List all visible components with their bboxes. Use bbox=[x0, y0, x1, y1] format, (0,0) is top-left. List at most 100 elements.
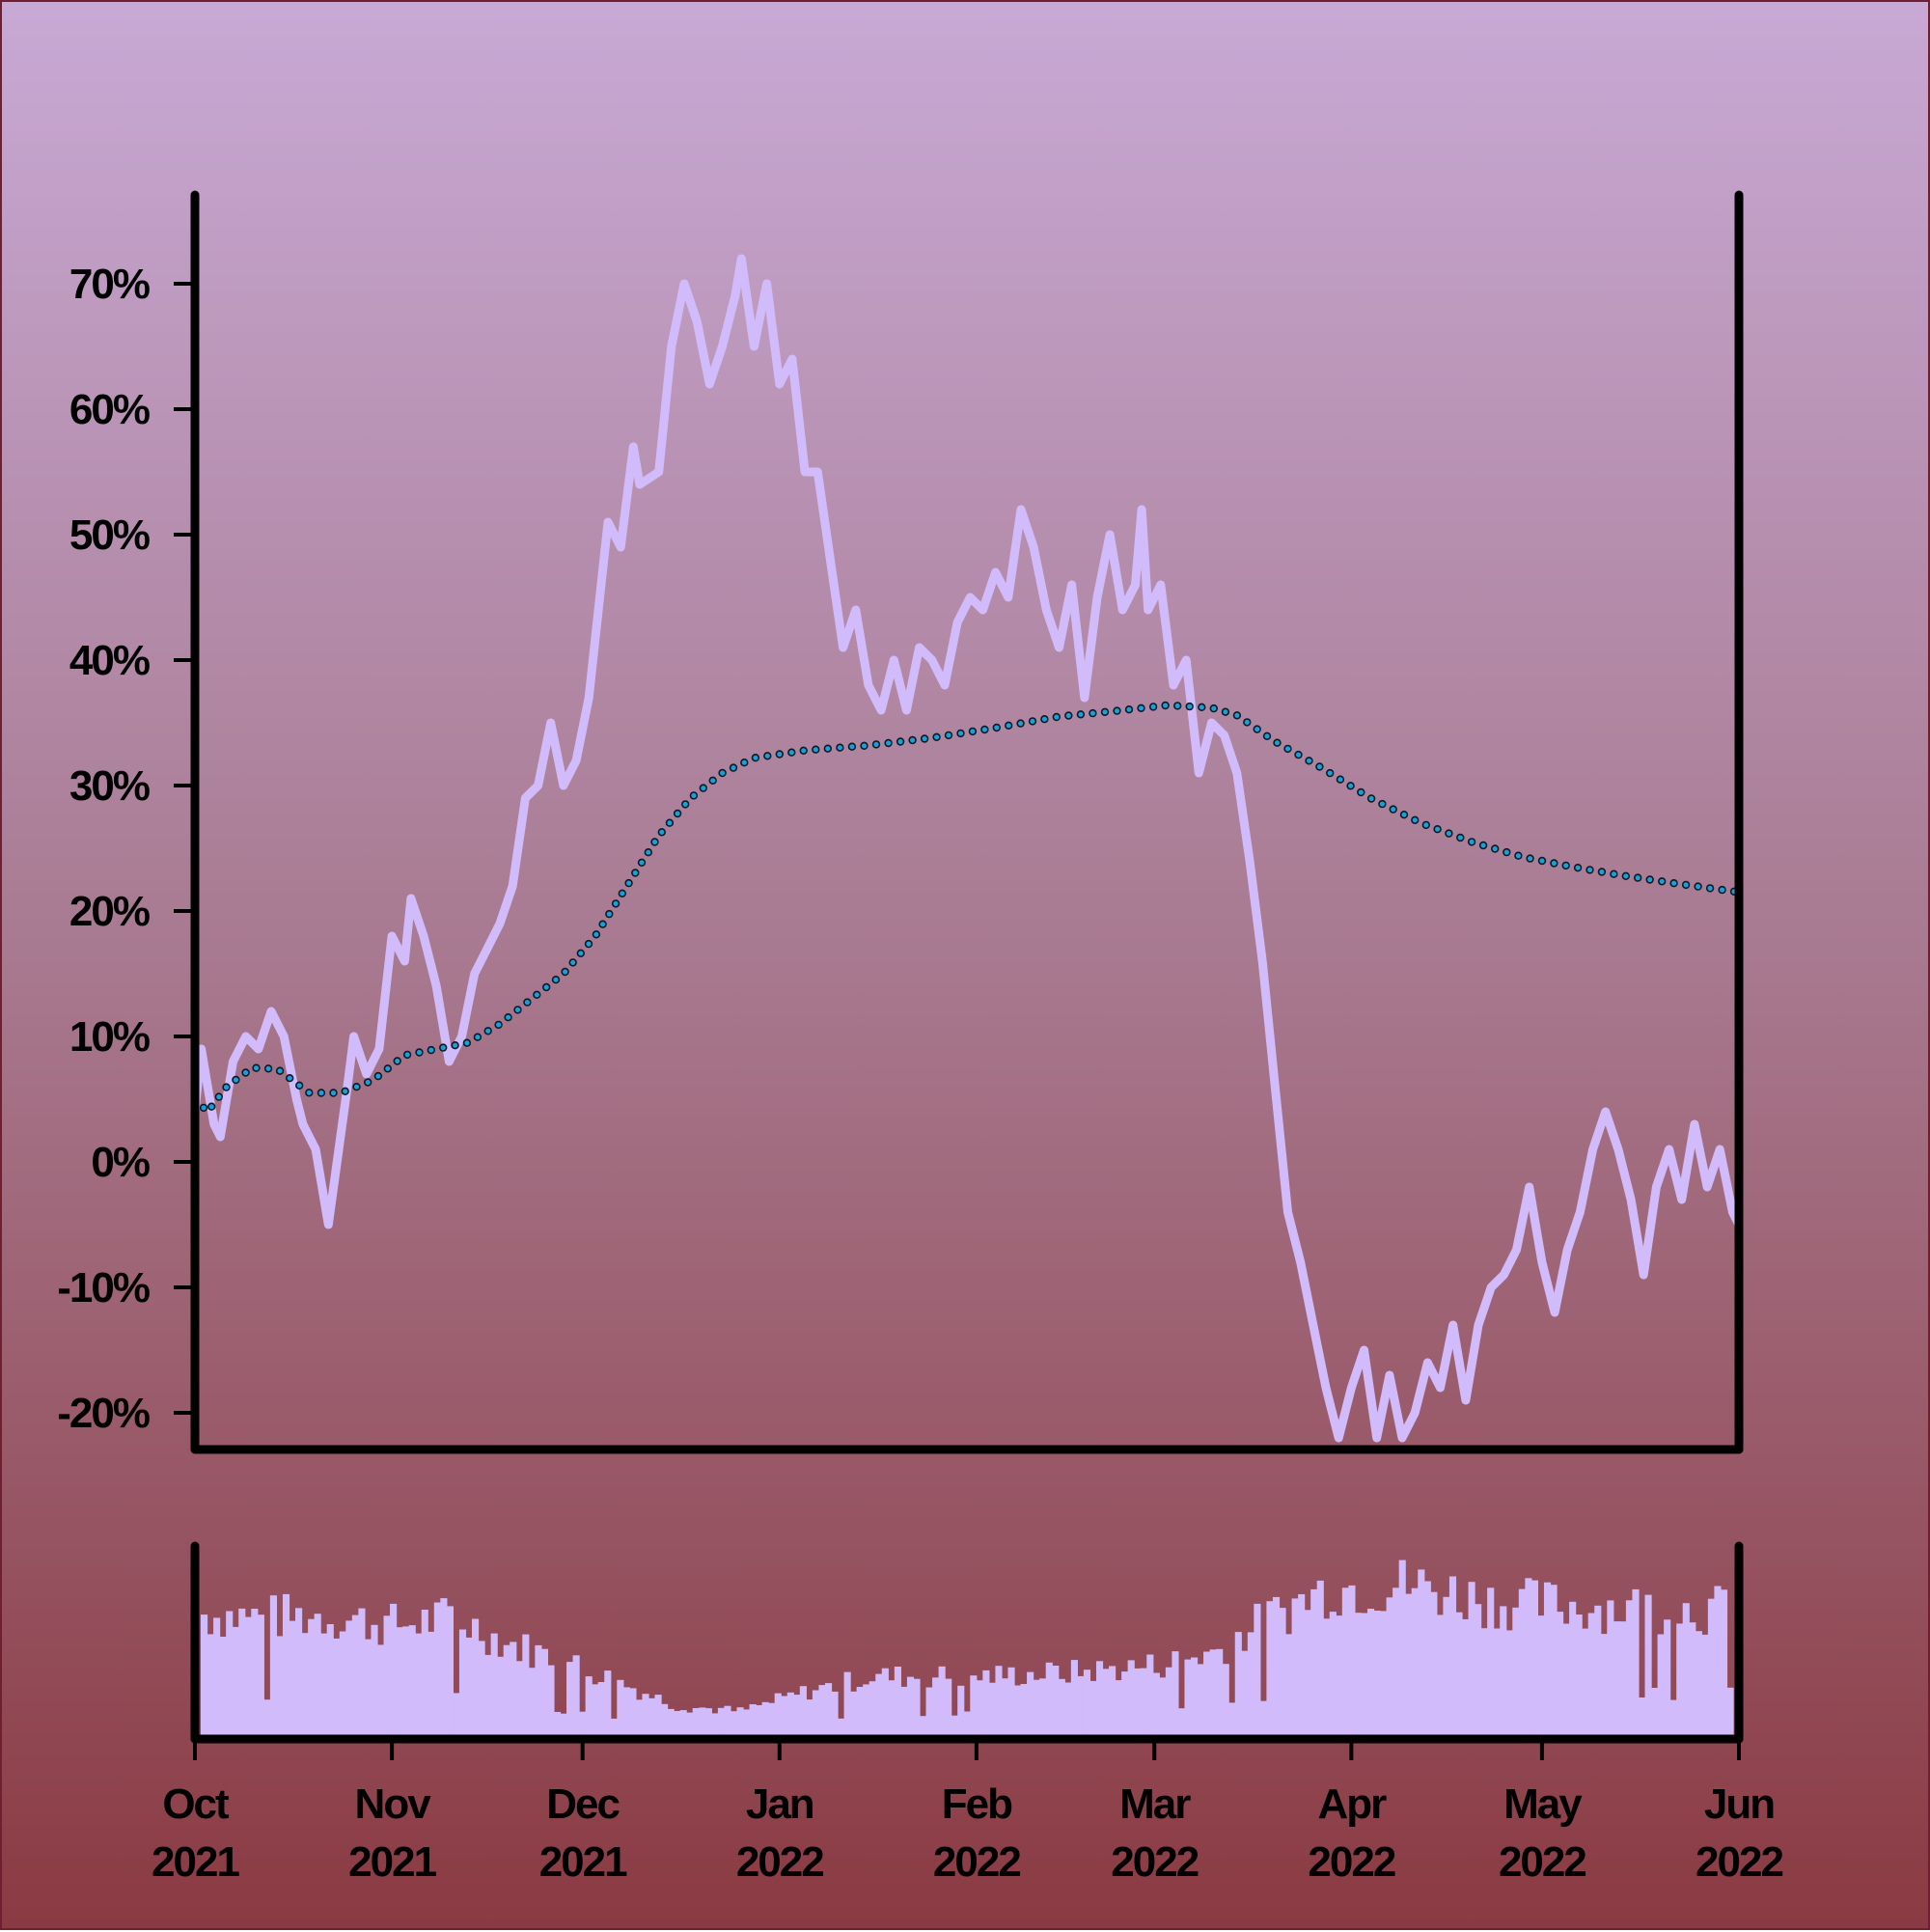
volume-bar bbox=[553, 1712, 562, 1735]
volume-bar bbox=[371, 1624, 378, 1735]
volume-bar bbox=[881, 1668, 889, 1735]
volume-bar bbox=[535, 1644, 542, 1735]
moving-average-point bbox=[699, 784, 707, 792]
volume-bar bbox=[661, 1703, 669, 1735]
volume-bar bbox=[383, 1615, 391, 1735]
volume-bar bbox=[1291, 1598, 1299, 1735]
volume-bar bbox=[1354, 1613, 1363, 1735]
volume-bar bbox=[579, 1711, 587, 1735]
moving-average-point bbox=[561, 967, 569, 977]
moving-average-point bbox=[1040, 714, 1049, 724]
volume-bar bbox=[604, 1670, 612, 1735]
volume-bar bbox=[717, 1707, 725, 1735]
volume-bar bbox=[648, 1697, 656, 1735]
moving-average-point bbox=[1645, 875, 1654, 884]
volume-bar bbox=[938, 1666, 946, 1735]
moving-average-point bbox=[393, 1057, 401, 1065]
moving-average-point bbox=[665, 818, 675, 827]
moving-average-point bbox=[513, 1006, 522, 1014]
x-tick-month-label: May bbox=[1503, 1780, 1583, 1828]
volume-bar bbox=[440, 1598, 448, 1735]
volume-bar bbox=[522, 1634, 530, 1735]
volume-bar bbox=[1172, 1651, 1179, 1735]
moving-average-point bbox=[1028, 717, 1037, 726]
volume-bar bbox=[1575, 1615, 1583, 1735]
volume-bar bbox=[913, 1678, 921, 1735]
moving-average-point bbox=[1283, 744, 1292, 754]
volume-bar bbox=[1468, 1582, 1475, 1735]
volume-bar bbox=[1487, 1587, 1495, 1735]
moving-average-point bbox=[1357, 787, 1365, 797]
volume-bar bbox=[597, 1682, 605, 1735]
moving-average-point bbox=[1561, 861, 1570, 870]
moving-average-point bbox=[275, 1066, 285, 1075]
volume-bar bbox=[1726, 1687, 1734, 1735]
volume-bar bbox=[654, 1695, 662, 1735]
moving-average-point bbox=[1621, 871, 1631, 880]
volume-bar bbox=[1222, 1664, 1229, 1735]
volume-bar bbox=[724, 1705, 731, 1735]
volume-bar bbox=[856, 1687, 864, 1735]
moving-average-point bbox=[1161, 701, 1170, 710]
moving-average-point bbox=[1681, 880, 1691, 890]
y-tick-label: 30% bbox=[69, 762, 150, 810]
moving-average-point bbox=[1378, 799, 1387, 809]
volume-bar bbox=[515, 1661, 523, 1735]
moving-average-point bbox=[836, 743, 844, 752]
volume-bar bbox=[1557, 1612, 1564, 1735]
volume-bar bbox=[402, 1626, 410, 1735]
volume-bar bbox=[1152, 1672, 1160, 1735]
volume-bar bbox=[1058, 1678, 1065, 1735]
volume-bar bbox=[1525, 1578, 1532, 1735]
volume-bar bbox=[1537, 1615, 1545, 1735]
volume-bar bbox=[295, 1608, 303, 1735]
moving-average-point bbox=[1445, 829, 1453, 838]
volume-bar bbox=[1436, 1615, 1444, 1735]
moving-average-point bbox=[860, 741, 868, 750]
moving-average-point bbox=[624, 878, 633, 888]
volume-bar bbox=[743, 1709, 751, 1735]
volume-bar bbox=[219, 1637, 227, 1735]
x-tick-month-label: Jun bbox=[1704, 1780, 1774, 1828]
volume-bar bbox=[1448, 1576, 1457, 1735]
volume-bar bbox=[1607, 1600, 1614, 1735]
volume-bar bbox=[1341, 1587, 1349, 1735]
moving-average-point bbox=[1336, 775, 1345, 784]
moving-average-point bbox=[1537, 856, 1547, 866]
volume-bar bbox=[1089, 1680, 1097, 1735]
y-tick-label: 40% bbox=[69, 637, 150, 684]
volume-bar bbox=[1336, 1615, 1343, 1735]
moving-average-layer bbox=[190, 701, 1739, 1113]
volume-bar bbox=[1455, 1612, 1463, 1735]
volume-bar bbox=[1418, 1569, 1425, 1735]
volume-bar bbox=[1184, 1659, 1192, 1735]
moving-average-point bbox=[708, 776, 717, 785]
volume-bar bbox=[894, 1667, 901, 1735]
moving-average-point bbox=[1124, 704, 1134, 714]
moving-average-point bbox=[1089, 708, 1097, 718]
moving-average-point bbox=[1610, 869, 1618, 878]
volume-bar bbox=[339, 1631, 346, 1735]
volume-bar bbox=[282, 1593, 290, 1735]
volume-bar bbox=[427, 1631, 435, 1735]
volume-bar bbox=[592, 1684, 599, 1735]
moving-average-point bbox=[956, 729, 965, 738]
volume-bar bbox=[503, 1644, 510, 1735]
volume-bar bbox=[478, 1641, 485, 1735]
volume-bar bbox=[1707, 1598, 1715, 1735]
moving-average-point bbox=[1137, 704, 1145, 712]
moving-average-point bbox=[329, 1089, 338, 1097]
volume-bar bbox=[1625, 1600, 1634, 1735]
volume-bar bbox=[1676, 1623, 1684, 1735]
moving-average-point bbox=[305, 1089, 314, 1097]
moving-average-point bbox=[1148, 703, 1158, 711]
volume-bar bbox=[711, 1713, 719, 1735]
volume-bar bbox=[906, 1676, 915, 1735]
volume-bar bbox=[629, 1688, 637, 1735]
volume-bar bbox=[1714, 1586, 1722, 1735]
volume-bar bbox=[1203, 1651, 1211, 1735]
volume-bar bbox=[1310, 1588, 1318, 1735]
volume-bar bbox=[635, 1699, 644, 1735]
moving-average-point bbox=[1004, 721, 1013, 730]
moving-average-point bbox=[1366, 794, 1376, 803]
